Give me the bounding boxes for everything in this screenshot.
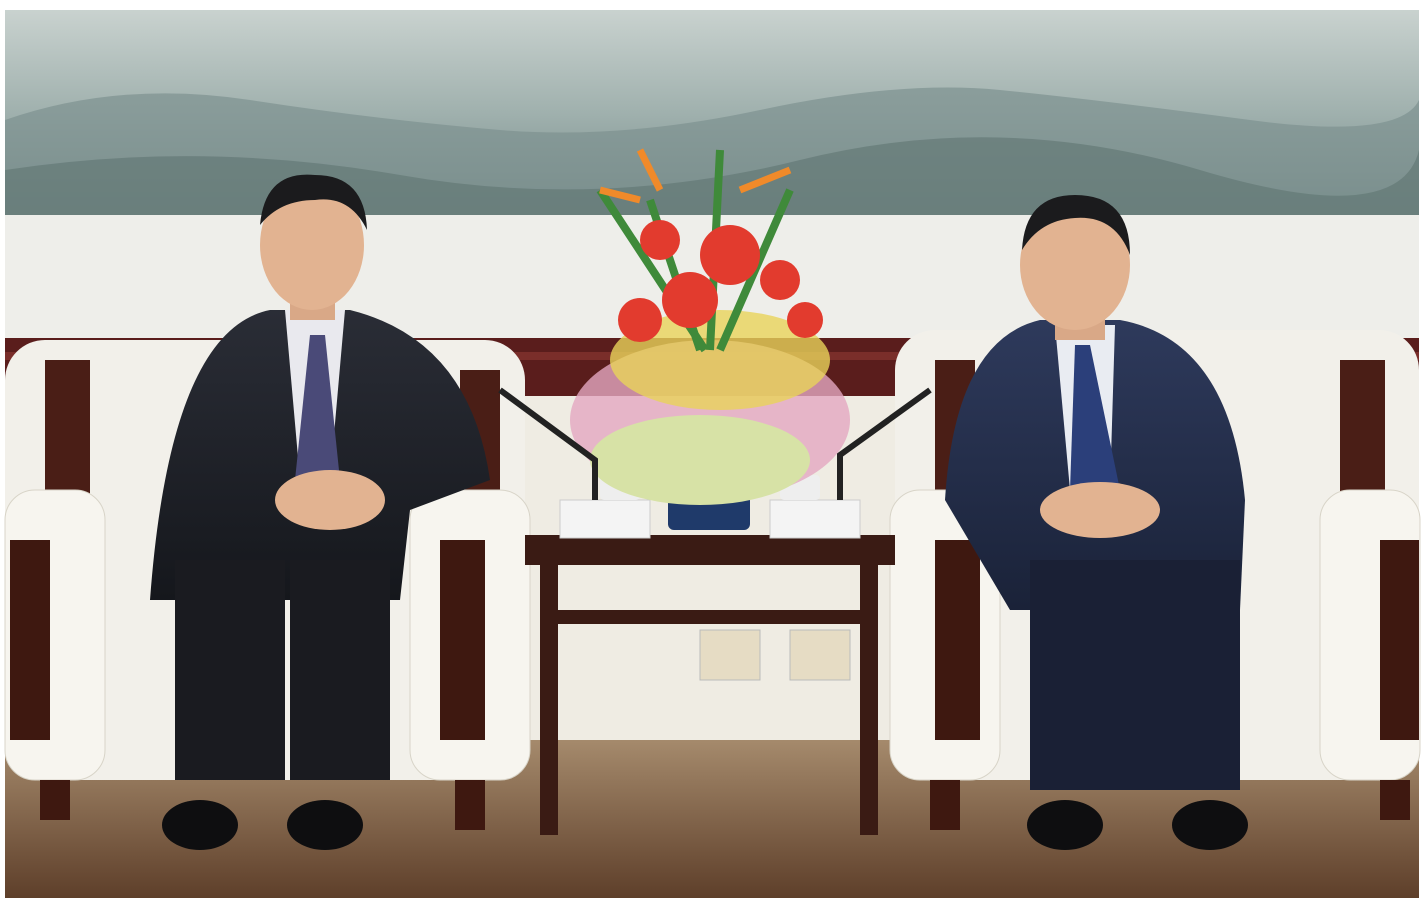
flowers: [570, 148, 850, 505]
flowers-part: [662, 272, 718, 328]
background-part: [699, 629, 761, 681]
table-part: [525, 535, 895, 565]
background-part: [789, 629, 851, 681]
armchair-right-part: [930, 780, 960, 830]
flowers-part: [599, 148, 792, 204]
person-left-part: [162, 800, 238, 850]
armchair-right-part: [1380, 780, 1410, 820]
person-left-part: [295, 335, 340, 480]
armchair-left-part: [10, 540, 50, 740]
person-right-part: [1030, 560, 1140, 790]
armchair-left-part: [45, 360, 90, 500]
table-part: [558, 610, 860, 624]
person-left-part: [175, 560, 285, 780]
flowers-part: [610, 310, 830, 410]
table-part: [769, 499, 861, 539]
microphones-part: [498, 387, 598, 500]
flowers-part: [700, 225, 760, 285]
armchair-left-part: [455, 780, 485, 830]
person-right-part: [1172, 800, 1248, 850]
person-right-part: [1140, 560, 1240, 790]
armchair-right-part: [1340, 360, 1385, 500]
microphones: [498, 387, 932, 500]
table-part: [540, 565, 558, 835]
person-right-part: [1040, 482, 1160, 538]
person-right-part: [1020, 200, 1130, 330]
flowers-part: [760, 260, 800, 300]
person-right-part: [1070, 345, 1120, 490]
person-left-part: [275, 470, 385, 530]
armchair-right-part: [1380, 540, 1419, 740]
person-left-part: [287, 800, 363, 850]
flowers-part: [618, 298, 662, 342]
armchair-left-part: [440, 540, 485, 740]
armchair-right-part: [935, 540, 980, 740]
table-part: [559, 499, 651, 539]
person-left-part: [260, 180, 364, 310]
person-left-part: [260, 174, 367, 230]
flowers-part: [590, 415, 810, 505]
flowers-part: [787, 302, 823, 338]
person-right: [945, 195, 1248, 850]
person-right-part: [1027, 800, 1103, 850]
person-right-part: [1022, 195, 1130, 255]
person-left-part: [290, 560, 390, 780]
person-left: [150, 174, 490, 850]
flowers-part: [640, 220, 680, 260]
table-part: [860, 565, 878, 835]
microphones-part: [837, 387, 932, 500]
table: [525, 475, 895, 835]
armchair-left-part: [40, 780, 70, 820]
